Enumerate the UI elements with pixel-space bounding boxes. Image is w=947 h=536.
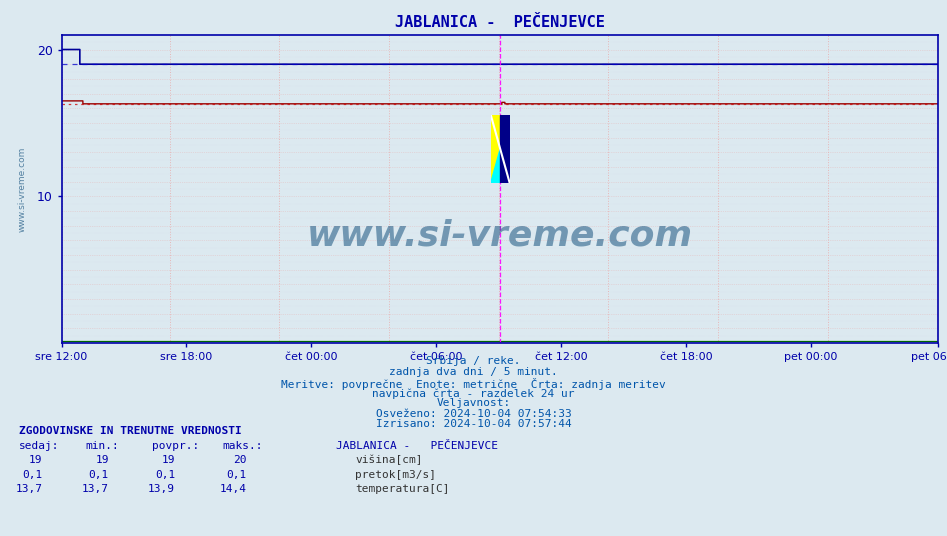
Polygon shape (491, 115, 509, 183)
Text: 0,1: 0,1 (226, 470, 246, 480)
Text: min.:: min.: (85, 441, 119, 451)
Text: Srbija / reke.: Srbija / reke. (426, 356, 521, 367)
Polygon shape (491, 115, 509, 183)
Text: 0,1: 0,1 (155, 470, 175, 480)
Text: ZGODOVINSKE IN TRENUTNE VREDNOSTI: ZGODOVINSKE IN TRENUTNE VREDNOSTI (19, 426, 241, 436)
Text: 14,4: 14,4 (219, 484, 246, 494)
Text: JABLANICA -   PEČENJEVCE: JABLANICA - PEČENJEVCE (336, 441, 498, 451)
Text: 13,7: 13,7 (15, 484, 43, 494)
Polygon shape (500, 115, 509, 183)
Text: navpična črta - razdelek 24 ur: navpična črta - razdelek 24 ur (372, 389, 575, 399)
Text: 19: 19 (96, 455, 109, 465)
Text: 19: 19 (29, 455, 43, 465)
Text: temperatura[C]: temperatura[C] (355, 484, 450, 494)
Text: Izrisano: 2024-10-04 07:57:44: Izrisano: 2024-10-04 07:57:44 (376, 419, 571, 429)
Text: sedaj:: sedaj: (19, 441, 60, 451)
Text: www.si-vreme.com: www.si-vreme.com (18, 146, 27, 232)
Text: višina[cm]: višina[cm] (355, 455, 422, 465)
Text: pretok[m3/s]: pretok[m3/s] (355, 470, 437, 480)
Text: Osveženo: 2024-10-04 07:54:33: Osveženo: 2024-10-04 07:54:33 (376, 409, 571, 419)
Text: 19: 19 (162, 455, 175, 465)
Text: Meritve: povprečne  Enote: metrične  Črta: zadnja meritev: Meritve: povprečne Enote: metrične Črta:… (281, 378, 666, 390)
Text: 13,9: 13,9 (148, 484, 175, 494)
Text: Veljavnost:: Veljavnost: (437, 398, 510, 408)
Text: zadnja dva dni / 5 minut.: zadnja dva dni / 5 minut. (389, 367, 558, 377)
Text: 20: 20 (233, 455, 246, 465)
Text: 13,7: 13,7 (81, 484, 109, 494)
Text: povpr.:: povpr.: (152, 441, 199, 451)
Text: 0,1: 0,1 (23, 470, 43, 480)
Text: maks.:: maks.: (223, 441, 263, 451)
Text: www.si-vreme.com: www.si-vreme.com (307, 218, 692, 252)
Title: JABLANICA -  PEČENJEVCE: JABLANICA - PEČENJEVCE (395, 14, 604, 29)
Text: 0,1: 0,1 (89, 470, 109, 480)
